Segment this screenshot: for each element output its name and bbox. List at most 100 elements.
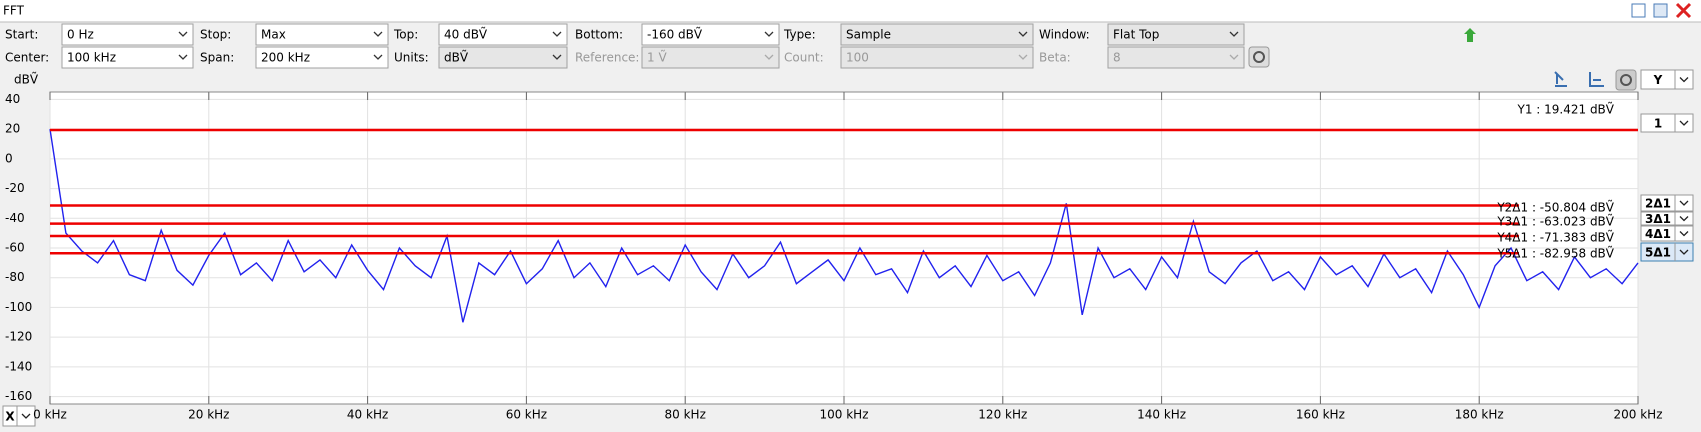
dropdown-arrow — [1679, 216, 1689, 222]
combo-box — [641, 46, 780, 69]
combo-box[interactable] — [438, 46, 568, 69]
settings-icon — [1253, 51, 1265, 63]
field-label: Type: — [783, 28, 816, 42]
field-label: Units: — [394, 51, 429, 65]
combo-box[interactable] — [255, 46, 389, 69]
cursor-selector[interactable] — [1640, 211, 1694, 226]
cursor-label: Y5Δ1 : -82.958 dBṼ — [1496, 246, 1614, 261]
y-tick-label: -40 — [5, 211, 25, 225]
field-label: Count: — [784, 51, 824, 65]
x-tick-label: 140 kHz — [1137, 408, 1186, 422]
combo-box[interactable] — [61, 46, 194, 69]
dropdown-arrow — [1679, 231, 1689, 237]
combo-value: 100 — [846, 51, 869, 65]
y-tick-label: -100 — [5, 300, 32, 314]
y-tick-label: -60 — [5, 241, 25, 255]
x-tick-label: 40 kHz — [347, 408, 388, 422]
cursor-selector-label: 4Δ1 — [1645, 227, 1671, 241]
x-tick-label: 0 kHz — [33, 408, 67, 422]
cursor-selector[interactable] — [1640, 242, 1694, 262]
field-label: Span: — [200, 51, 234, 65]
x-axis-selector[interactable] — [2, 405, 36, 427]
cursor-selector-label: 2Δ1 — [1645, 197, 1671, 211]
run-icon[interactable] — [1464, 28, 1476, 42]
x-tick-label: 200 kHz — [1614, 408, 1663, 422]
x-tick-label: 160 kHz — [1296, 408, 1345, 422]
combo-value: 1 Ṽ — [647, 50, 667, 65]
restore-button[interactable] — [1631, 3, 1646, 18]
cursor-selector[interactable] — [1640, 113, 1694, 133]
combo-value: Sample — [846, 28, 891, 42]
y-tick-label: -120 — [5, 330, 32, 344]
combo-box — [1107, 46, 1245, 69]
cursor-selector[interactable] — [1640, 194, 1694, 212]
combo-value: 200 kHz — [261, 51, 310, 65]
combo-value: 100 kHz — [67, 51, 116, 65]
cursor-label: Y3Δ1 : -63.023 dBṼ — [1496, 214, 1614, 229]
combo-value: 8 — [1113, 51, 1121, 65]
x-tick-label: 20 kHz — [188, 408, 229, 422]
settings-button[interactable] — [1248, 46, 1270, 68]
combo-value: 40 dBṼ — [444, 27, 488, 42]
axis-selector-label: Y — [1653, 73, 1663, 87]
dropdown-arrow — [552, 31, 562, 37]
plot-settings-button[interactable] — [1615, 69, 1637, 91]
dropdown-arrow — [764, 31, 774, 37]
dropdown-arrow — [1679, 249, 1689, 255]
window-title: FFT — [3, 4, 25, 18]
field-label: Bottom: — [575, 28, 623, 42]
axis-selector[interactable] — [1640, 69, 1694, 90]
field-label: Window: — [1039, 28, 1090, 42]
field-label: Start: — [5, 28, 38, 42]
x-axis-selector-label: X — [5, 410, 15, 424]
field-label: Top: — [393, 28, 418, 42]
combo-value: Flat Top — [1113, 28, 1159, 42]
zoom-icon[interactable] — [1554, 71, 1567, 87]
combo-box[interactable] — [255, 23, 389, 46]
y-tick-label: -80 — [5, 270, 25, 284]
dropdown-arrow — [1679, 200, 1689, 206]
dropdown-arrow — [21, 413, 31, 419]
cursor-selector-label: 1 — [1654, 117, 1662, 131]
dropdown-arrow — [1679, 120, 1689, 126]
y-tick-label: 0 — [5, 151, 13, 165]
dropdown-arrow — [1679, 77, 1689, 83]
fit-icon[interactable] — [1589, 72, 1604, 87]
x-tick-label: 100 kHz — [820, 408, 869, 422]
combo-box[interactable] — [438, 23, 568, 46]
dropdown-arrow — [1229, 54, 1239, 60]
y-tick-label: -140 — [5, 359, 32, 373]
combo-box — [840, 46, 1034, 69]
close-button[interactable] — [1675, 2, 1692, 19]
cursor-label: Y1 : 19.421 dBṼ — [1517, 102, 1615, 117]
combo-box[interactable] — [1107, 23, 1245, 46]
field-label: Center: — [5, 51, 49, 65]
combo-value: dBṼ — [444, 50, 469, 65]
dropdown-arrow — [178, 31, 188, 37]
dropdown-arrow — [764, 54, 774, 60]
x-tick-label: 180 kHz — [1455, 408, 1504, 422]
dropdown-arrow — [178, 54, 188, 60]
dropdown-arrow — [552, 54, 562, 60]
y-axis-label: dBṼ — [14, 72, 39, 87]
combo-value: Max — [261, 28, 286, 42]
combo-box[interactable] — [61, 23, 194, 46]
x-tick-label: 120 kHz — [978, 408, 1027, 422]
combo-box[interactable] — [641, 23, 780, 46]
cursor-selector[interactable] — [1640, 225, 1694, 242]
spectrum-trace — [49, 128, 1639, 323]
title-bar — [0, 0, 1701, 22]
y-tick-label: 20 — [5, 122, 20, 136]
plot-settings-icon — [1620, 74, 1632, 86]
dropdown-arrow — [1018, 31, 1028, 37]
dropdown-arrow — [373, 31, 383, 37]
maximize-button[interactable] — [1653, 3, 1668, 18]
dropdown-arrow — [1229, 31, 1239, 37]
combo-value: -160 dBṼ — [647, 27, 703, 42]
combo-box[interactable] — [840, 23, 1034, 46]
field-label: Reference: — [575, 51, 639, 65]
x-tick-label: 80 kHz — [665, 408, 706, 422]
cursor-label: Y4Δ1 : -71.383 dBṼ — [1496, 230, 1614, 245]
x-tick-label: 60 kHz — [506, 408, 547, 422]
